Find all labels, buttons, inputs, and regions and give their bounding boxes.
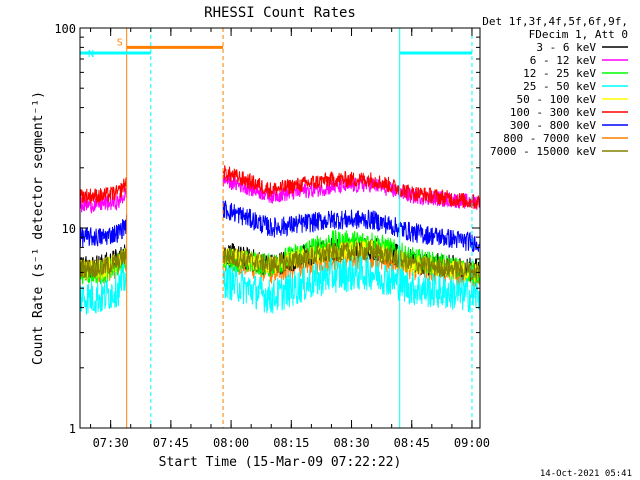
legend-label-8: 800 - 7000 keV (503, 132, 596, 145)
chart-title: RHESSI Count Rates (204, 5, 356, 21)
plot-data: SN (79, 28, 481, 428)
x-axis-label: Start Time (15-Mar-09 07:22:22) (159, 455, 402, 470)
x-tick-label-0815: 08:15 (273, 436, 309, 450)
x-tick-label-0730: 07:30 (93, 436, 129, 450)
y-tick-label-10: 10 (62, 222, 76, 236)
legend: Det 1f,3f,4f,5f,6f,9f, FDecim 1, Att 0 3… (482, 15, 628, 158)
series-line-300-800-keV-part-1 (79, 214, 128, 248)
series-line-300-800-keV-part-2 (222, 200, 481, 253)
legend-label-3: 12 - 25 keV (523, 67, 596, 80)
series-line-7000-15000-keV-part-1 (79, 248, 128, 279)
y-tick-label-100: 100 (54, 22, 76, 36)
series-line-6-12-keV-part-1 (79, 187, 128, 214)
legend-label-2: 6 - 12 keV (530, 54, 597, 67)
annotation-label-n: N (88, 49, 94, 60)
x-tick-label-0845: 08:45 (394, 436, 430, 450)
legend-label-9: 7000 - 15000 keV (490, 145, 596, 158)
legend-header-line-2: FDecim 1, Att 0 (529, 28, 628, 41)
legend-label-6: 100 - 300 keV (510, 106, 596, 119)
axes: 1 10 100 07:30 07:45 08:00 08:15 08:30 08:45 09:0… (54, 22, 490, 450)
series-line-100-300-keV-part-2 (222, 165, 481, 210)
legend-label-1: 3 - 6 keV (536, 41, 596, 54)
y-tick-label-1: 1 (69, 422, 76, 436)
legend-label-7: 300 - 800 keV (510, 119, 596, 132)
legend-label-4: 25 - 50 keV (523, 80, 596, 93)
x-tick-label-0800: 08:00 (213, 436, 249, 450)
x-tick-label-0900: 09:00 (454, 436, 490, 450)
series-line-25-50-keV-part-1 (79, 258, 128, 315)
series-line-25-50-keV-part-2 (222, 254, 481, 314)
x-tick-label-0830: 08:30 (333, 436, 369, 450)
y-axis-label: Count Rate (s⁻¹ detector segment⁻¹) (31, 91, 46, 365)
timestamp: 14-Oct-2021 05:41 (540, 469, 632, 479)
series-line-100-300-keV-part-1 (79, 177, 128, 204)
legend-label-5: 50 - 100 keV (517, 93, 597, 106)
annotation-label-s: S (117, 37, 123, 48)
legend-header-line-1: Det 1f,3f,4f,5f,6f,9f, (482, 15, 628, 28)
x-tick-label-0745: 07:45 (153, 436, 189, 450)
